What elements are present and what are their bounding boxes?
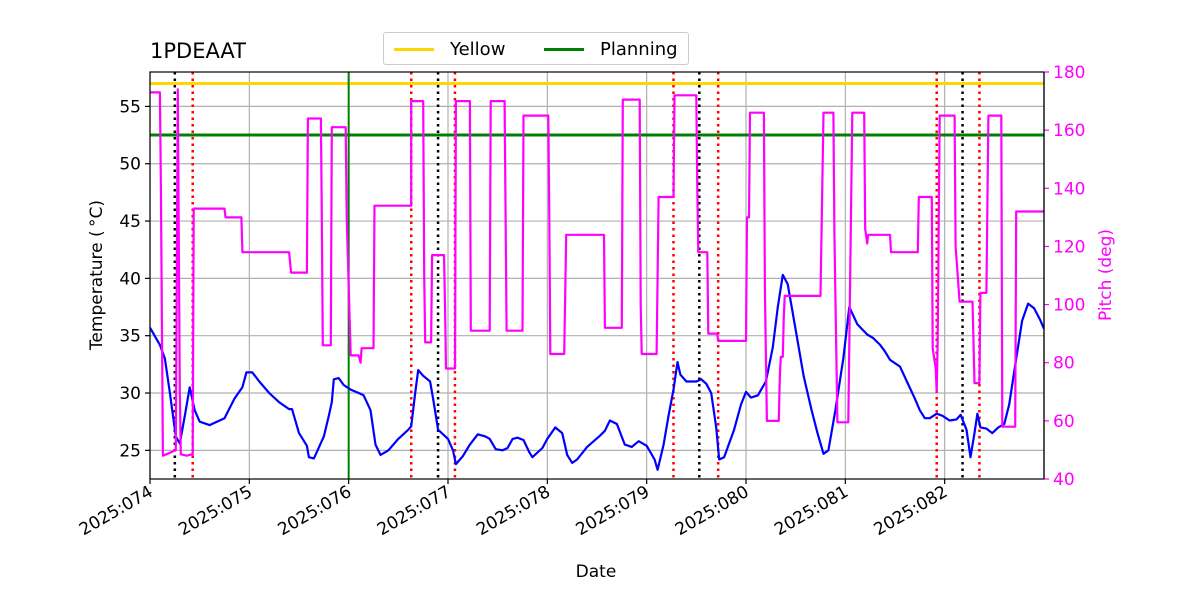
y-tick-label: 35 [119,327,141,347]
legend-item-yellow: Yellow [394,33,505,66]
x-tick-label: 2025:082 [871,482,952,540]
x-tick-label: 2025:076 [275,482,356,540]
y-right-tick-label: 140 [1053,179,1085,199]
y-right-tick-label: 180 [1053,63,1085,83]
chart-title: 1PDEAAT [150,39,246,63]
y-tick-label: 40 [119,269,141,289]
y-right-tick-label: 60 [1053,412,1075,432]
y-tick-label: 30 [119,384,141,404]
x-tick-label: 2025:077 [374,482,455,540]
plot-frame [149,71,1045,480]
legend: Yellow Planning [383,32,689,65]
x-tick-label: 2025:075 [175,482,256,540]
x-tick-label: 2025:079 [573,482,654,540]
x-axis-label: Date [576,562,617,582]
grid-lines [149,72,1044,479]
y-right-tick-label: 40 [1053,470,1075,490]
y-axis-label: Temperature ( °C) [87,200,107,351]
x-tick-label: 2025:081 [771,482,852,540]
y-tick-label: 50 [119,155,141,175]
x-tick-label: 2025:074 [76,482,157,540]
pitch-series-line [150,88,1044,457]
y-axis-right-label: Pitch (deg) [1096,229,1116,321]
legend-swatch-yellow [394,48,434,51]
plot-area [150,72,1044,479]
y-right-tick-label: 160 [1053,121,1085,141]
y-right-tick-label: 100 [1053,296,1085,316]
x-tick-label: 2025:080 [672,482,753,540]
temperature-series-line [150,273,1044,471]
legend-swatch-planning [544,48,584,51]
legend-label-planning: Planning [600,39,678,60]
y-right-tick-label: 120 [1053,237,1085,257]
y-right-tick-label: 80 [1053,354,1075,374]
y-tick-label: 25 [119,441,141,461]
legend-item-planning: Planning [544,33,678,66]
x-tick-label: 2025:078 [473,482,554,540]
legend-label-yellow: Yellow [450,39,506,60]
y-tick-label: 45 [119,212,141,232]
y-tick-label: 55 [119,97,141,117]
